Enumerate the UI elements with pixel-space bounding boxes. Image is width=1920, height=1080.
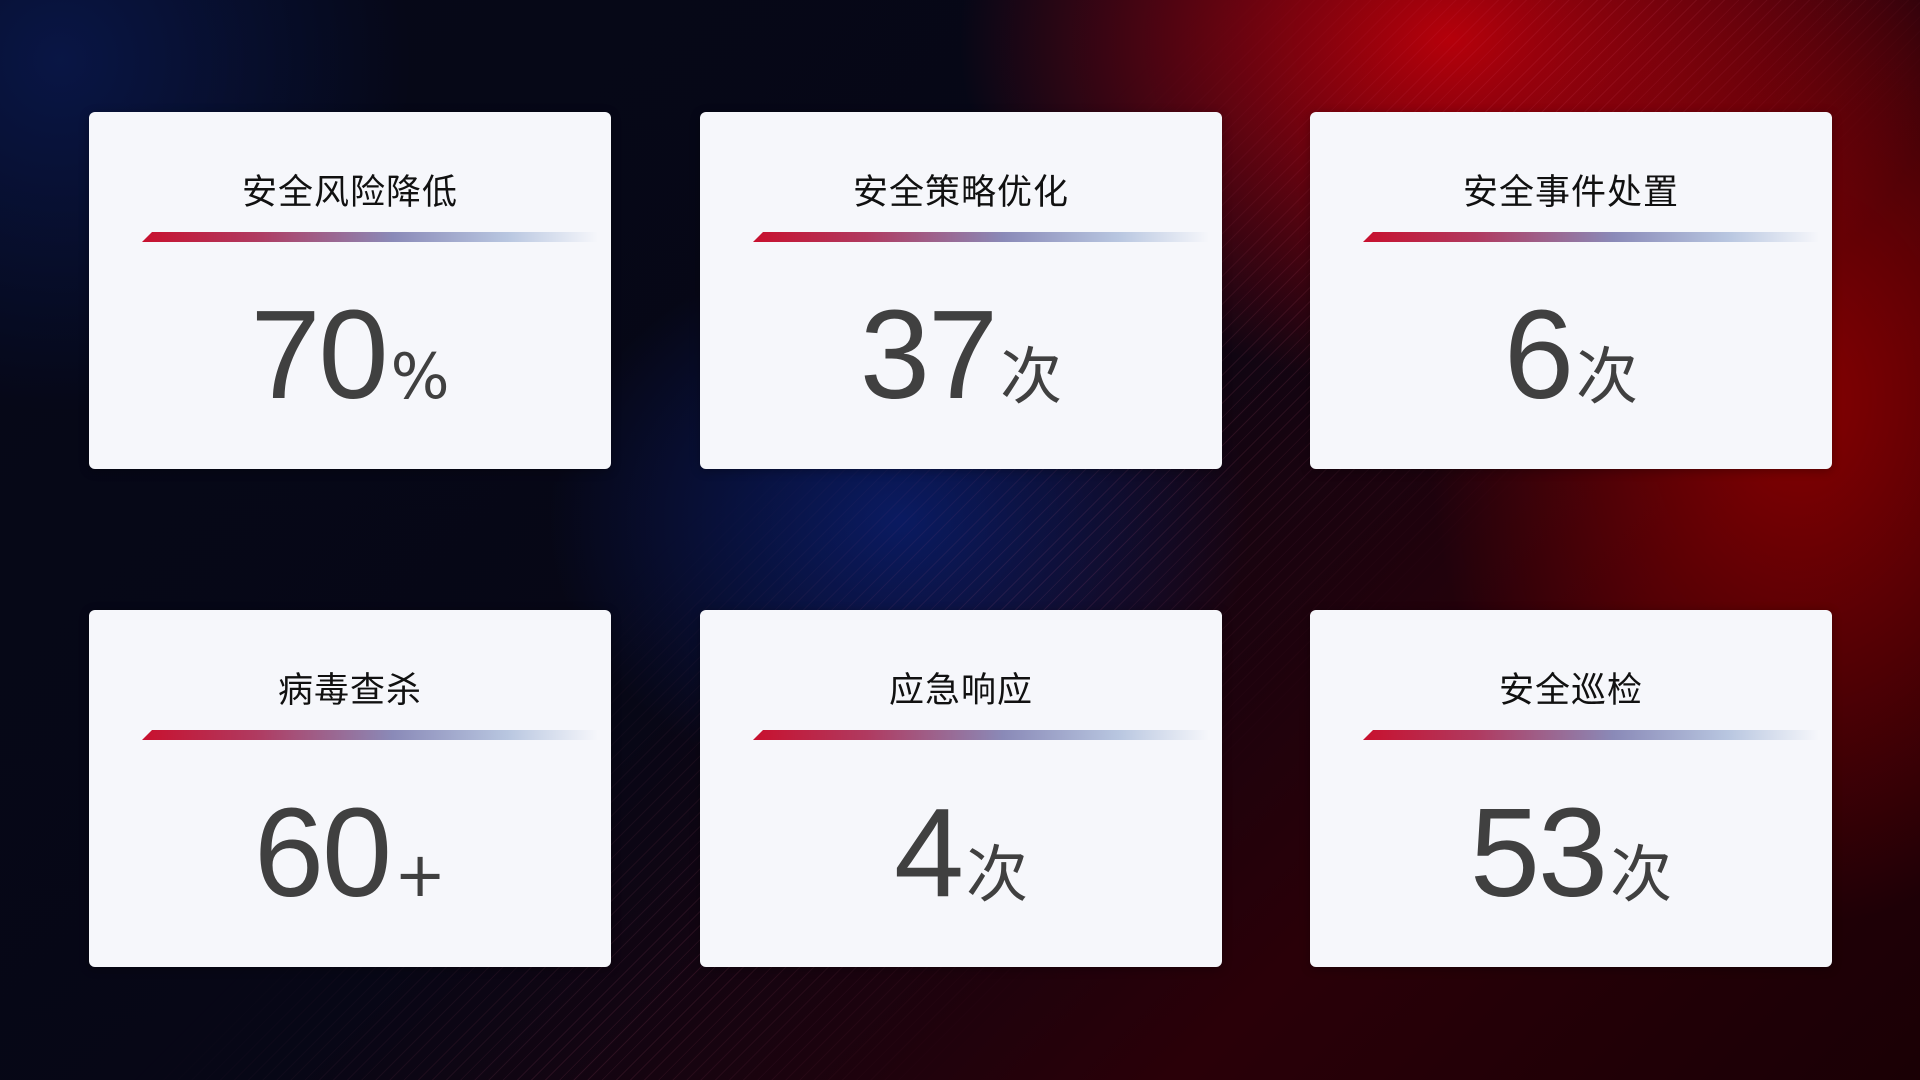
card-value: 53次	[1310, 780, 1832, 925]
value-unit: 次	[966, 838, 1029, 911]
card-value: 4次	[700, 780, 1222, 925]
value-unit: 次	[1000, 340, 1063, 413]
card-value: 37次	[700, 282, 1222, 427]
card-title: 安全风险降低	[241, 173, 458, 213]
card-title: 病毒查杀	[277, 671, 422, 711]
gradient-divider	[1363, 730, 1819, 740]
card-value: 6次	[1310, 282, 1832, 427]
value-unit: 次	[1576, 340, 1639, 413]
gradient-divider	[1363, 232, 1819, 242]
value-number: 53	[1469, 782, 1608, 923]
stat-card-virus-removal: 病毒查杀 60+	[89, 610, 611, 967]
card-title: 安全策略优化	[852, 173, 1069, 213]
value-number: 60	[253, 782, 392, 923]
value-unit: +	[394, 838, 447, 911]
card-value: 60+	[89, 780, 611, 925]
stat-card-incident-handling: 安全事件处置 6次	[1310, 112, 1832, 469]
card-title: 安全事件处置	[1462, 173, 1679, 213]
gradient-divider	[142, 232, 598, 242]
value-number: 6	[1503, 284, 1574, 425]
gradient-divider	[753, 730, 1209, 740]
stat-card-policy-optimization: 安全策略优化 37次	[700, 112, 1222, 469]
value-unit: 次	[1610, 838, 1673, 911]
stat-card-risk-reduction: 安全风险降低 70%	[89, 112, 611, 469]
value-number: 37	[859, 284, 998, 425]
value-number: 70	[250, 284, 388, 425]
value-number: 4	[893, 782, 964, 923]
gradient-divider	[142, 730, 598, 740]
stat-card-emergency-response: 应急响应 4次	[700, 610, 1222, 967]
gradient-divider	[753, 232, 1209, 242]
stat-card-security-inspection: 安全巡检 53次	[1310, 610, 1832, 967]
card-title: 应急响应	[888, 671, 1033, 711]
value-unit: %	[390, 340, 450, 413]
card-title: 安全巡检	[1498, 671, 1643, 711]
card-value: 70%	[89, 282, 611, 427]
